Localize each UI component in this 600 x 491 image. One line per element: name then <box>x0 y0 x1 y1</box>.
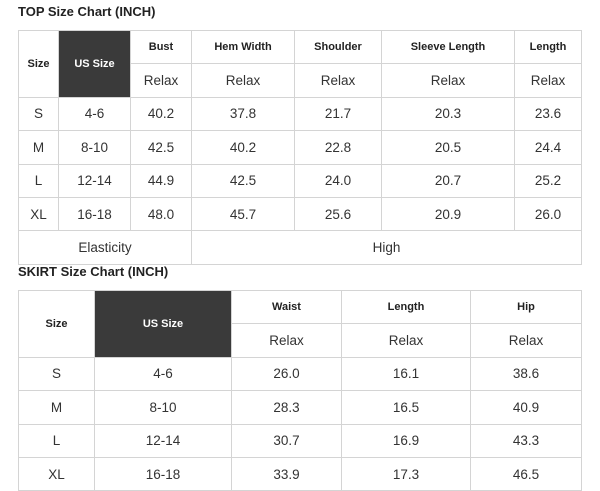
table-cell: 24.4 <box>514 130 582 165</box>
table-cell: 30.7 <box>231 423 342 458</box>
table-cell: 40.2 <box>191 130 295 165</box>
table-cell: 28.3 <box>231 390 342 425</box>
table-cell: 16.1 <box>341 356 471 392</box>
table-cell: 23.6 <box>514 96 582 132</box>
table-cell: XL <box>18 196 59 232</box>
column-header: Hip <box>470 289 582 325</box>
table-cell: 42.5 <box>130 130 192 165</box>
table-cell: 25.6 <box>294 196 382 232</box>
table-row: Relax Relax Relax <box>19 323 582 358</box>
table-cell: S <box>18 96 59 132</box>
table-row: XL 16-18 48.0 45.7 25.6 20.9 26.0 <box>18 196 582 232</box>
table-cell: S <box>18 356 95 392</box>
table-cell: 22.8 <box>294 130 382 165</box>
table-row: Size US Size Bust Hem Width Shoulder Sleeve L… <box>18 29 582 98</box>
table-cell: 24.0 <box>294 163 382 198</box>
table-cell: 26.0 <box>231 356 342 392</box>
table-cell: 16.9 <box>341 423 471 458</box>
column-header: Hem Width <box>191 29 295 65</box>
top-title: TOP Size Chart (INCH) <box>18 4 156 19</box>
table-cell: 44.9 <box>130 163 192 198</box>
table-row: Size US Size Waist Length Hip <box>18 289 582 358</box>
skirt-title: SKIRT Size Chart (INCH) <box>18 264 169 279</box>
column-header: Length <box>514 29 582 65</box>
table-cell: M <box>18 390 95 425</box>
table-cell: 16.5 <box>341 390 471 425</box>
table-cell: 42.5 <box>191 163 295 198</box>
table-cell: 16-18 <box>58 196 131 232</box>
table-cell: M <box>18 130 59 165</box>
footer-label: Elasticity <box>18 230 192 265</box>
table-cell: XL <box>18 456 95 491</box>
table-cell: 12-14 <box>94 423 232 458</box>
column-header: US Size <box>58 30 131 98</box>
top-table: Size US Size Bust Hem Width Shoulder Sleeve L… <box>18 29 582 265</box>
column-header: Sleeve Length <box>381 29 515 65</box>
column-header: Length <box>341 289 471 325</box>
column-header: Shoulder <box>294 29 382 65</box>
table-cell: 20.3 <box>381 96 515 132</box>
column-header: Size <box>18 30 59 98</box>
table-cell: 40.9 <box>470 390 582 425</box>
sub-header: Relax <box>191 63 295 98</box>
table-cell: 17.3 <box>341 456 471 491</box>
sub-header: Relax <box>514 63 582 98</box>
table-row: M 8-10 28.3 16.5 40.9 <box>18 390 582 425</box>
table-row: Elasticity High <box>18 230 582 265</box>
sub-header: Relax <box>231 323 342 358</box>
table-row: S 4-6 26.0 16.1 38.6 <box>18 356 582 392</box>
column-header: Waist <box>231 289 342 325</box>
table-cell: 16-18 <box>94 456 232 491</box>
table-cell: 4-6 <box>94 356 232 392</box>
table-cell: 25.2 <box>514 163 582 198</box>
sub-header: Relax <box>294 63 382 98</box>
sub-header: Relax <box>341 323 471 358</box>
table-cell: 33.9 <box>231 456 342 491</box>
footer-value: High <box>191 230 582 265</box>
table-row: XL 16-18 33.9 17.3 46.5 <box>18 456 582 491</box>
sub-header: Relax <box>381 63 515 98</box>
sub-header: Relax <box>130 63 192 98</box>
column-header: Size <box>18 290 95 358</box>
column-header: Bust <box>130 29 192 65</box>
table-cell: 20.9 <box>381 196 515 232</box>
table-row: Relax Relax Relax Relax Relax <box>19 63 582 98</box>
table-cell: 40.2 <box>130 96 192 132</box>
table-cell: 26.0 <box>514 196 582 232</box>
column-header: US Size <box>94 290 232 358</box>
table-cell: L <box>18 163 59 198</box>
skirt-table: Size US Size Waist Length Hip Relax Relax Relax… <box>18 289 582 491</box>
table-row: S 4-6 40.2 37.8 21.7 20.3 23.6 <box>18 96 582 132</box>
table-cell: 37.8 <box>191 96 295 132</box>
table-row: L 12-14 44.9 42.5 24.0 20.7 25.2 <box>18 163 582 198</box>
table-cell: L <box>18 423 95 458</box>
table-cell: 12-14 <box>58 163 131 198</box>
table-cell: 38.6 <box>470 356 582 392</box>
table-row: L 12-14 30.7 16.9 43.3 <box>18 423 582 458</box>
table-cell: 21.7 <box>294 96 382 132</box>
table-row: M 8-10 42.5 40.2 22.8 20.5 24.4 <box>18 130 582 165</box>
table-cell: 20.5 <box>381 130 515 165</box>
sub-header: Relax <box>470 323 582 358</box>
table-cell: 48.0 <box>130 196 192 232</box>
table-cell: 20.7 <box>381 163 515 198</box>
table-cell: 8-10 <box>94 390 232 425</box>
table-cell: 4-6 <box>58 96 131 132</box>
table-cell: 43.3 <box>470 423 582 458</box>
table-cell: 45.7 <box>191 196 295 232</box>
table-cell: 8-10 <box>58 130 131 165</box>
table-cell: 46.5 <box>470 456 582 491</box>
